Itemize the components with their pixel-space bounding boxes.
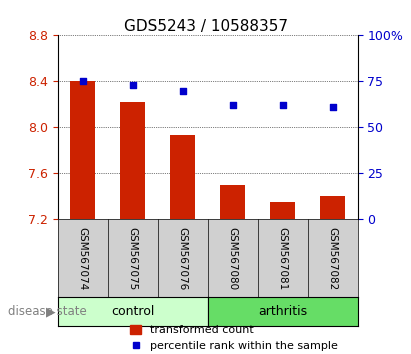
- Bar: [320, 196, 345, 219]
- Text: control: control: [111, 305, 154, 318]
- Bar: [170, 136, 195, 219]
- Bar: [70, 81, 95, 219]
- Point: [79, 79, 86, 84]
- Text: GSM567075: GSM567075: [127, 227, 138, 291]
- Legend: transformed count, percentile rank within the sample: transformed count, percentile rank withi…: [126, 321, 343, 354]
- Text: GDS5243 / 10588357: GDS5243 / 10588357: [123, 19, 288, 34]
- Text: GSM567082: GSM567082: [328, 227, 337, 291]
- Text: arthritis: arthritis: [258, 305, 307, 318]
- Text: GSM567080: GSM567080: [228, 227, 238, 290]
- Point: [129, 82, 136, 88]
- Text: GSM567074: GSM567074: [78, 227, 88, 291]
- Bar: [220, 185, 245, 219]
- Text: disease state: disease state: [8, 305, 87, 318]
- Bar: [270, 202, 295, 219]
- Text: ▶: ▶: [46, 305, 55, 318]
- Point: [229, 103, 236, 108]
- Point: [179, 88, 186, 93]
- Point: [329, 104, 336, 110]
- Point: [279, 103, 286, 108]
- Text: GSM567076: GSM567076: [178, 227, 187, 291]
- Bar: [120, 102, 145, 219]
- Text: GSM567081: GSM567081: [277, 227, 288, 291]
